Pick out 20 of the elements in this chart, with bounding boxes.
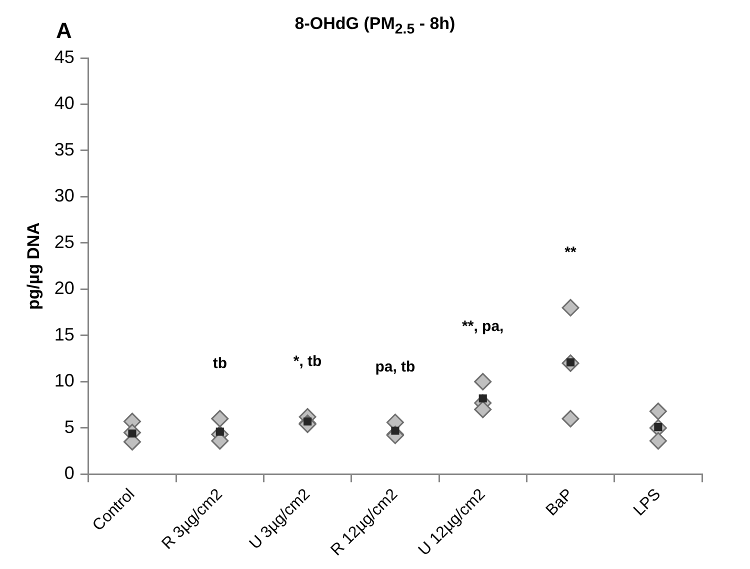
y-tick-label: 45: [54, 46, 74, 67]
y-tick-label: 10: [54, 370, 74, 391]
x-tick-label: LPS: [630, 486, 664, 520]
y-tick-label: 0: [64, 463, 74, 484]
y-tick-label: 15: [54, 324, 74, 344]
chart-title: 8-OHdG (PM$_{2.5}$ - 8h): [294, 14, 456, 38]
annotation: **, pa,: [462, 318, 504, 335]
text: A: [56, 18, 72, 44]
y-tick-label: 40: [54, 93, 74, 114]
y-tick-label: 30: [54, 186, 74, 206]
x-tick-label: BaP: [543, 486, 576, 520]
y-tick-label: 35: [54, 139, 74, 160]
annotation: **: [564, 244, 577, 261]
annotation: pa, tb: [375, 358, 416, 376]
annotation: tb: [212, 354, 227, 372]
y-axis-title: pg/µg DNA: [24, 222, 43, 310]
y-tick-label: 25: [54, 232, 74, 252]
annotation: *, tb: [293, 352, 322, 370]
y-tick-label: 20: [54, 278, 74, 298]
y-tick-label: 5: [64, 416, 74, 437]
